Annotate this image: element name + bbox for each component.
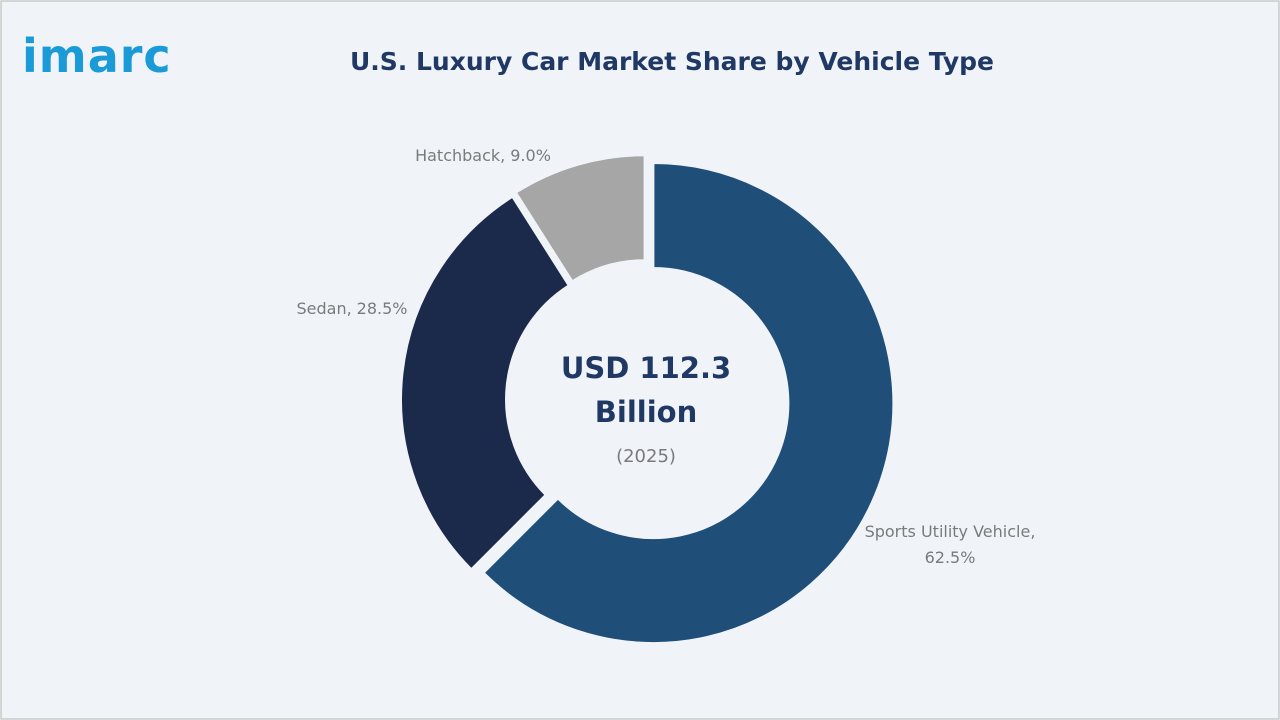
center-text: USD 112.3 (561, 351, 731, 385)
donut-slice (514, 154, 646, 283)
data-label: Sedan, 28.5% (296, 299, 407, 318)
value-label: 62.5% (925, 548, 976, 567)
center-text: Billion (595, 395, 697, 429)
donut-slice (400, 195, 571, 571)
value-label: 28.5% (357, 299, 408, 318)
logo: imarc (22, 29, 172, 83)
donut-slice (482, 162, 895, 645)
category-label: Sports Utility Vehicle, (865, 522, 1036, 541)
center-subtext: (2025) (616, 446, 676, 467)
category-label: Hatchback, (415, 146, 505, 165)
category-label: Sedan, (296, 299, 351, 318)
data-label: Sports Utility Vehicle, 62.5% (865, 522, 1036, 567)
chart-title: U.S. Luxury Car Market Share by Vehicle … (350, 47, 994, 76)
value-label: 9.0% (510, 146, 551, 165)
data-label: Hatchback, 9.0% (415, 146, 551, 165)
